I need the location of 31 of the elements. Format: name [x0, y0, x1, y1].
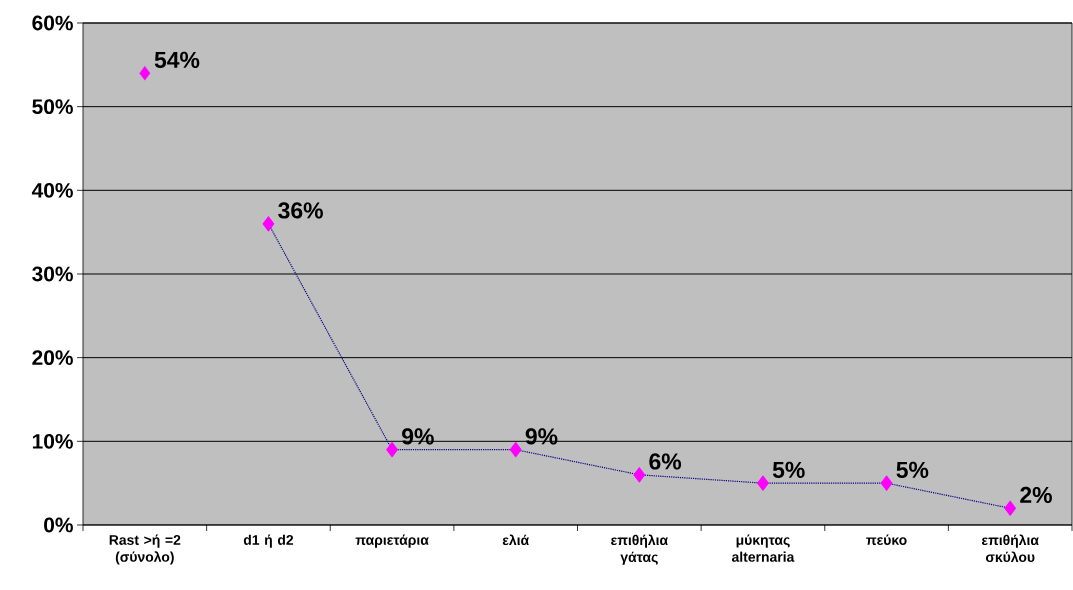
y-tick-label: 60%	[32, 15, 73, 31]
x-tick-label: d1 ή d2	[243, 534, 294, 548]
data-label: 5%	[896, 461, 929, 478]
y-tick-label: 30%	[32, 266, 73, 282]
data-label: 2%	[1020, 486, 1052, 504]
x-tick-label: ελιά	[502, 534, 529, 546]
point	[880, 475, 893, 491]
point	[1004, 500, 1017, 516]
data-label: 9%	[402, 428, 434, 445]
y-tick-label: 40%	[31, 182, 73, 198]
x-tick-label: επιθήλια σκύλου	[982, 534, 1039, 563]
point	[139, 65, 151, 81]
y-tick-label: 50%	[32, 99, 73, 115]
point	[757, 475, 769, 491]
x-tick-label: επιθήλια γάτας	[611, 534, 668, 565]
data-label: 6%	[649, 453, 682, 470]
data-label: 9%	[525, 428, 558, 445]
data-label: 5%	[772, 461, 805, 478]
y-tick-label: 20%	[32, 350, 73, 366]
data-label: 36%	[278, 202, 323, 219]
point	[386, 442, 398, 458]
point	[633, 467, 646, 483]
x-tick-label: πεύκο	[866, 534, 907, 545]
point	[262, 216, 275, 232]
x-tick-label: παριετάρια	[355, 534, 429, 548]
data-label: 54%	[154, 51, 200, 68]
point	[509, 442, 522, 458]
x-tick-label: μύκητας alternaria	[731, 534, 795, 562]
y-tick-label: 10%	[32, 433, 73, 449]
y-tick-label: 0%	[44, 517, 73, 533]
x-tick-label: Rast >ή =2 (σύνολο)	[109, 534, 181, 565]
